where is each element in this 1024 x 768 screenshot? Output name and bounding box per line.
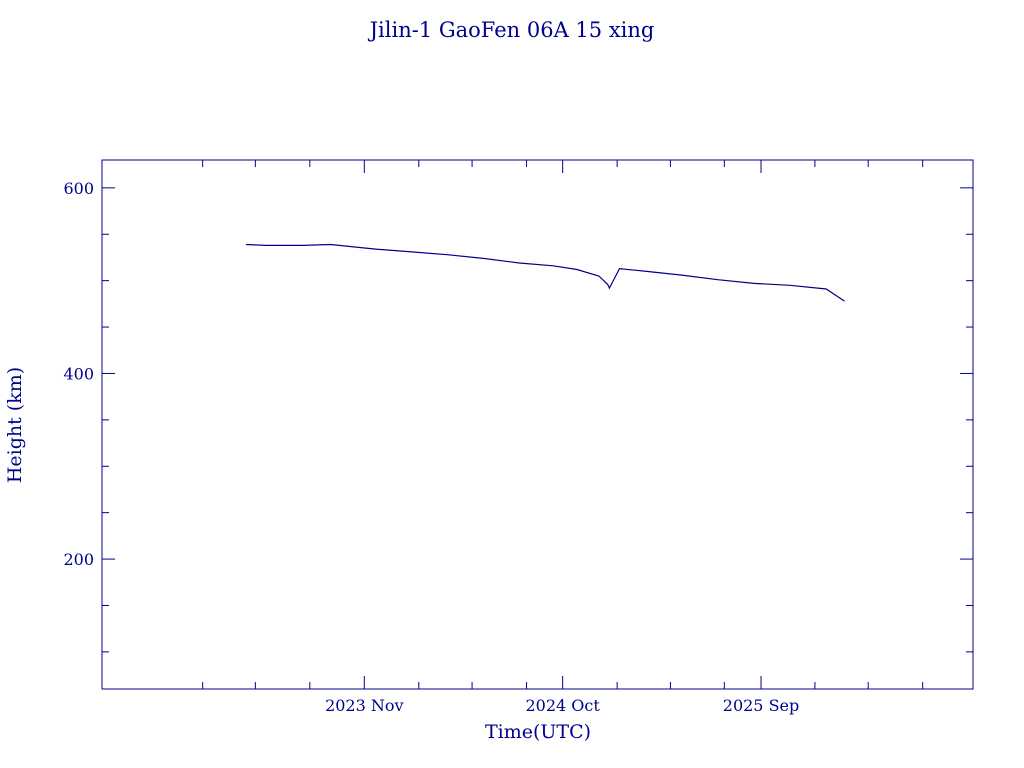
x-tick-label: 2023 Nov [325, 696, 403, 715]
x-tick-label: 2024 Oct [526, 696, 601, 715]
chart-title: Jilin-1 GaoFen 06A 15 xing [368, 18, 655, 42]
x-axis-label: Time(UTC) [485, 721, 591, 743]
series-line [245, 243, 845, 302]
y-tick-label: 600 [63, 179, 94, 198]
tick-labels: 600 400 200 2023 Nov 2024 Oct 2025 Sep [63, 179, 799, 715]
ticks [102, 160, 973, 689]
plot-frame [101, 159, 974, 690]
y-tick-label: 200 [63, 550, 94, 569]
y-tick-label: 400 [63, 364, 94, 383]
x-tick-label: 2025 Sep [723, 696, 799, 715]
y-axis-label: Height (km) [4, 367, 26, 483]
